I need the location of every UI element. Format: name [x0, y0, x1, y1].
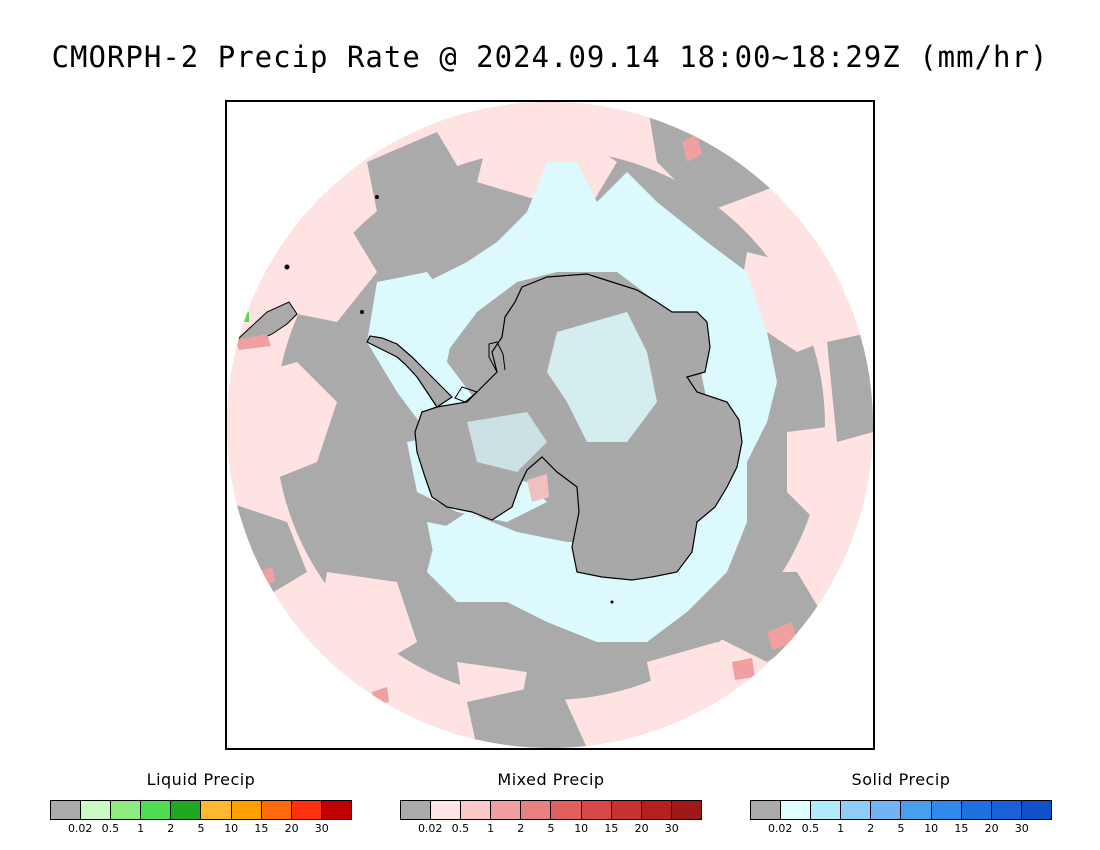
- legend-swatch: [461, 801, 492, 819]
- legend-tick-label: 30: [314, 822, 329, 835]
- legend-swatch: [431, 801, 462, 819]
- legend-swatch: [671, 801, 701, 819]
- mixed-precip-spot: [732, 658, 755, 680]
- map-title: CMORPH-2 Precip Rate @ 2024.09.14 18:00~…: [51, 40, 1049, 74]
- legend-tick-label: 15: [254, 822, 269, 835]
- legend-swatch: [991, 801, 1022, 819]
- legend-tick-label: 5: [547, 822, 555, 835]
- solid-precip-over-ice: [547, 312, 657, 442]
- legend-tick-label: 1: [487, 822, 495, 835]
- antarctic-peninsula: [366, 335, 453, 408]
- no-precip-patch: [827, 332, 873, 442]
- legend-tick-label: 1: [837, 822, 845, 835]
- legend-tick-label: 15: [604, 822, 619, 835]
- legend-tick-label: 20: [984, 822, 999, 835]
- legend-swatch: [841, 801, 872, 819]
- legend-swatch: [961, 801, 992, 819]
- legend-liquid: Liquid Precip 0.02 0.5 1 2 5 10 15 20 30: [50, 770, 352, 836]
- mixed-precip-spot: [682, 134, 702, 162]
- legend-tick-label: 0.5: [101, 822, 120, 835]
- legend-tick-label: 2: [867, 822, 875, 835]
- antarctica-landmass: [414, 273, 743, 581]
- legend-tick-label: 0.02: [767, 822, 793, 835]
- legend-swatch: [291, 801, 322, 819]
- solid-precip-over-ice: [467, 412, 547, 472]
- legend-tick-label: 30: [1014, 822, 1029, 835]
- legend-swatch: [111, 801, 142, 819]
- legend-swatch: [201, 801, 232, 819]
- legend-swatch: [551, 801, 582, 819]
- legend-swatches-liquid: [50, 800, 352, 820]
- mixed-precip-patch: [287, 222, 377, 322]
- legend-tick-label: 0.5: [451, 822, 470, 835]
- legend-tick-label: 20: [634, 822, 649, 835]
- legend-tick-label: 5: [197, 822, 205, 835]
- mixed-precip-patch: [227, 362, 337, 482]
- mixed-precip-patch: [527, 474, 549, 502]
- legend-swatches-solid: [750, 800, 1052, 820]
- legend-tick-label: 10: [924, 822, 939, 835]
- mixed-precip-patch: [787, 422, 873, 532]
- legend-swatch: [931, 801, 962, 819]
- mixed-precip-patch: [235, 334, 271, 350]
- island-dot: [610, 600, 614, 604]
- legend-swatch: [641, 801, 672, 819]
- legend-title-solid: Solid Precip: [851, 770, 951, 789]
- no-precip-patch: [467, 682, 587, 748]
- island-dot: [284, 264, 290, 270]
- legend-swatch: [141, 801, 172, 819]
- legend-solid: Solid Precip 0.02 0.5 1 2 5 10 15 20 30: [750, 770, 1052, 836]
- legend-ticks-solid: 0.02 0.5 1 2 5 10 15 20 30: [750, 822, 1052, 836]
- legend-tick-label: 0.02: [417, 822, 443, 835]
- legend-tick-label: 0.5: [801, 822, 820, 835]
- legend-swatch: [811, 801, 842, 819]
- legend-title-mixed: Mixed Precip: [497, 770, 605, 789]
- legend-swatch: [521, 801, 552, 819]
- legend-swatch: [781, 801, 812, 819]
- legend-tick-label: 10: [574, 822, 589, 835]
- island-dot: [360, 310, 364, 314]
- legend-tick-label: 1: [137, 822, 145, 835]
- map-frame: [225, 100, 875, 750]
- legend-swatch: [611, 801, 642, 819]
- no-precip-patch: [367, 132, 467, 232]
- legend-swatch: [491, 801, 522, 819]
- legend-swatch: [51, 801, 82, 819]
- legend-swatch: [261, 801, 292, 819]
- legend-swatch: [581, 801, 612, 819]
- legend-tick-label: 15: [954, 822, 969, 835]
- legend-tick-label: 5: [897, 822, 905, 835]
- legend-swatch: [81, 801, 112, 819]
- legend-swatch: [171, 801, 202, 819]
- legend-swatch: [1021, 801, 1051, 819]
- legend-tick-label: 2: [517, 822, 525, 835]
- legend-title-liquid: Liquid Precip: [146, 770, 256, 789]
- legend-swatch: [321, 801, 351, 819]
- mixed-precip-patch: [317, 572, 417, 672]
- legend-swatch: [401, 801, 432, 819]
- legend-swatch: [901, 801, 932, 819]
- island-dot: [625, 740, 629, 744]
- legend-swatch: [231, 801, 262, 819]
- precip-map: [227, 102, 873, 748]
- island-dot: [375, 195, 379, 199]
- legend-tick-label: 0.02: [67, 822, 93, 835]
- legend-swatches-mixed: [400, 800, 702, 820]
- legend-tick-label: 20: [284, 822, 299, 835]
- legend-swatch: [871, 801, 902, 819]
- legend-ticks-mixed: 0.02 0.5 1 2 5 10 15 20 30: [400, 822, 702, 836]
- legend-mixed: Mixed Precip 0.02 0.5 1 2 5 10 15 20 30: [400, 770, 702, 836]
- solid-precip-swirl: [427, 522, 657, 622]
- legend-swatch: [751, 801, 782, 819]
- legend-tick-label: 10: [224, 822, 239, 835]
- weddell-coast-detail: [454, 341, 506, 403]
- liquid-precip-patch: [243, 312, 249, 322]
- legend-ticks-liquid: 0.02 0.5 1 2 5 10 15 20 30: [50, 822, 352, 836]
- legend-tick-label: 30: [664, 822, 679, 835]
- legend-tick-label: 2: [167, 822, 175, 835]
- solid-precip-swirl: [367, 272, 477, 442]
